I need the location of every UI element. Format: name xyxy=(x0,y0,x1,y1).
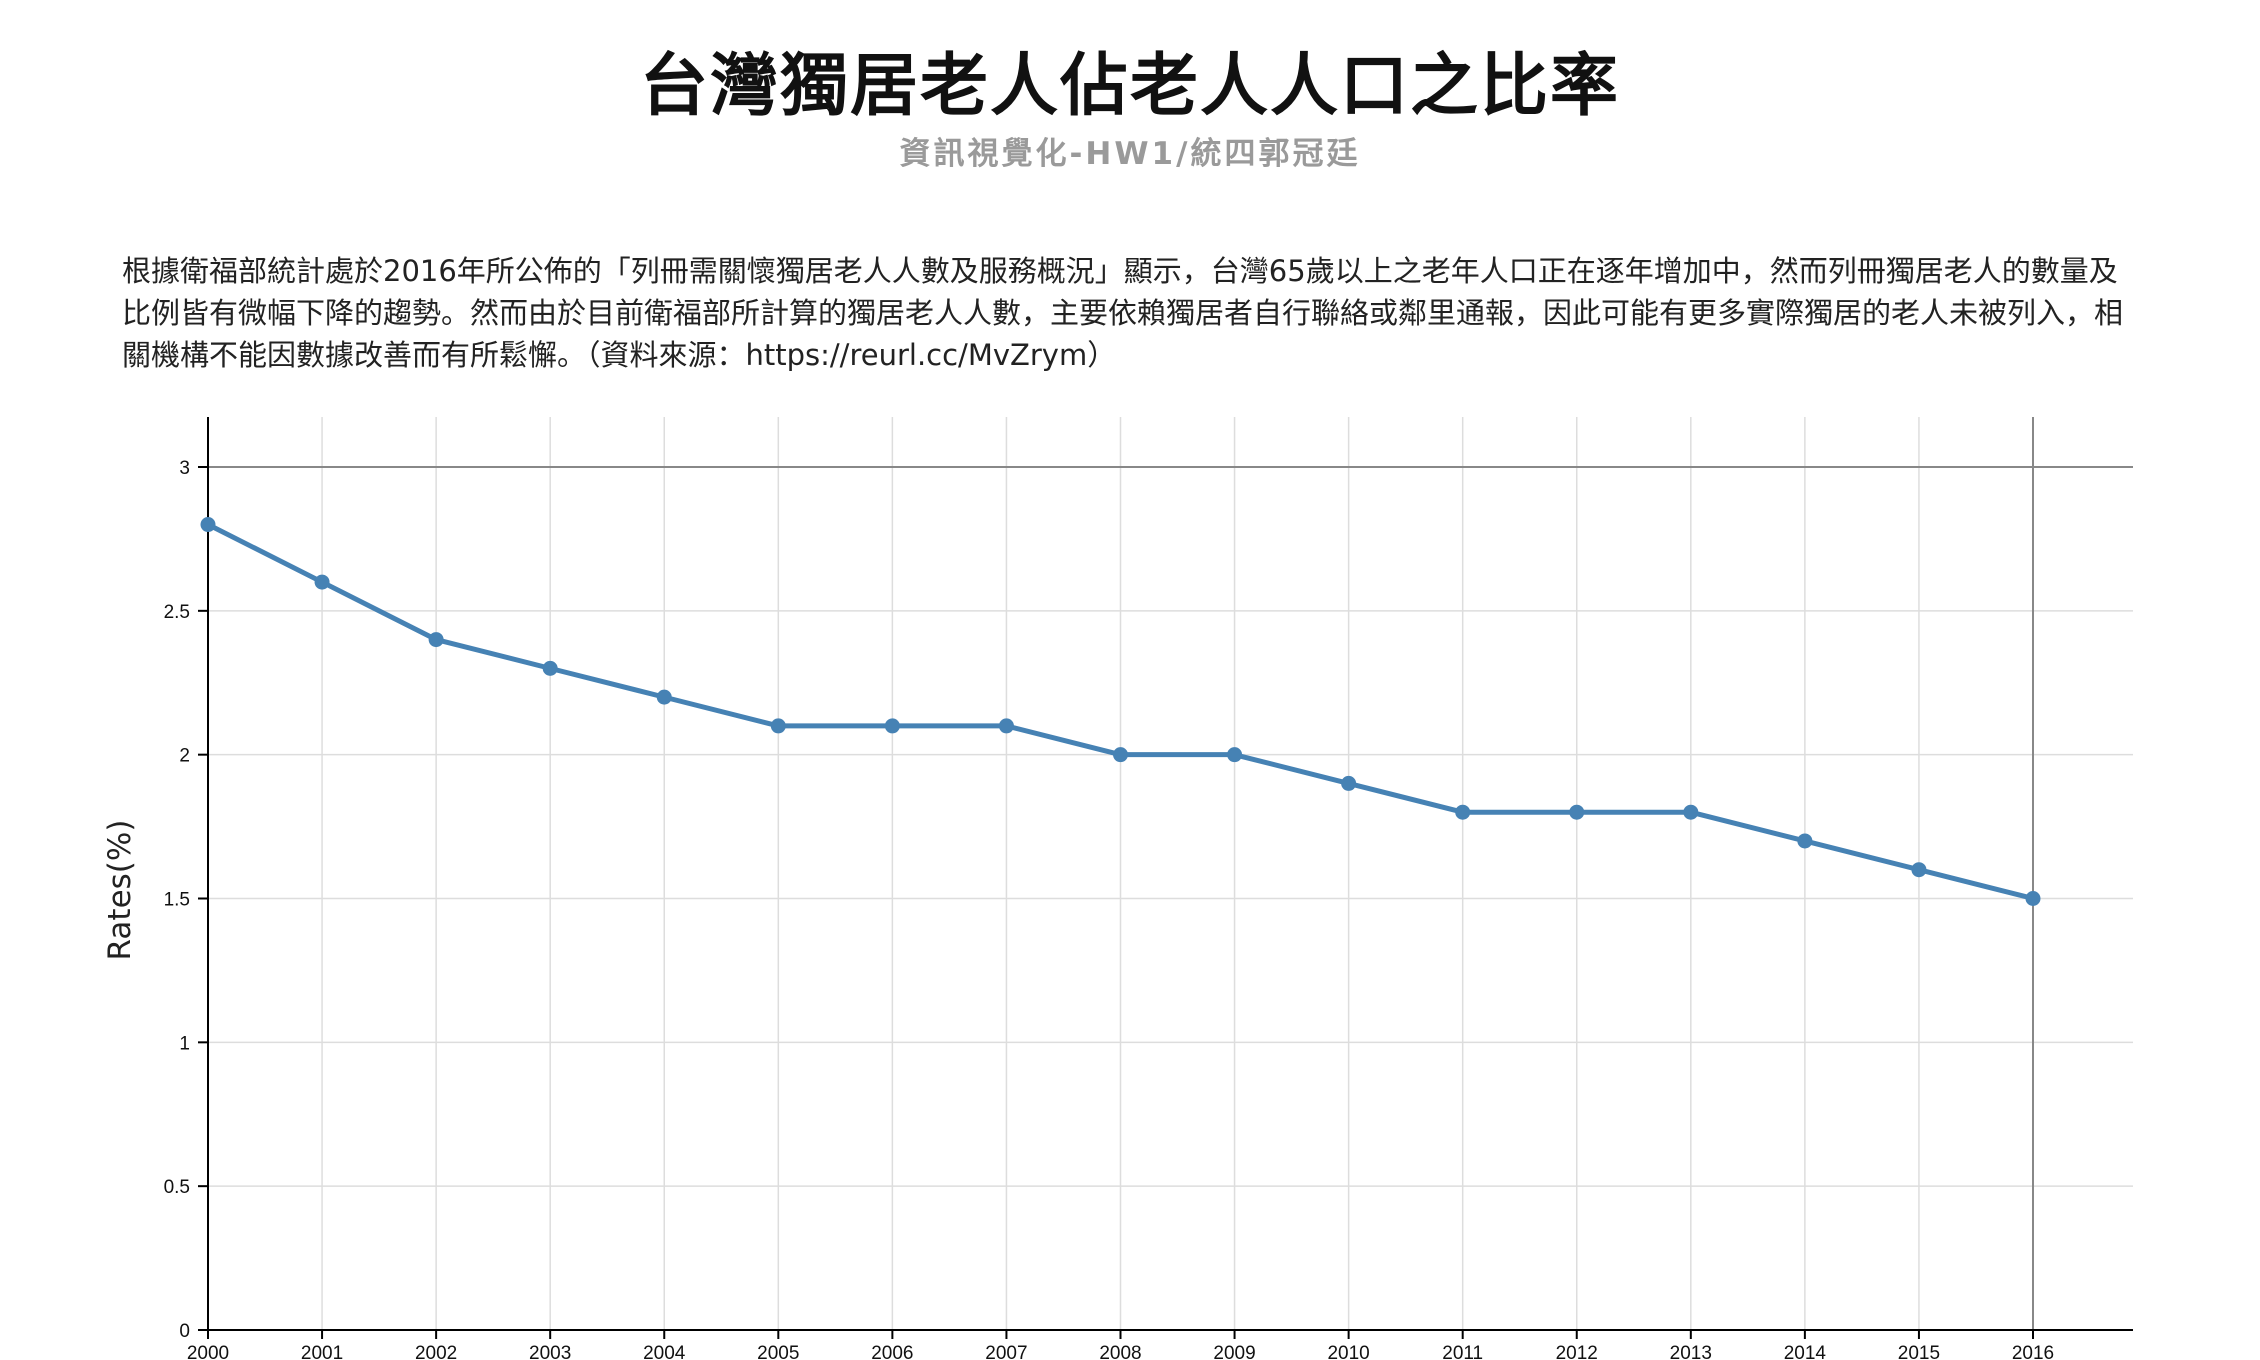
data-point xyxy=(314,574,330,590)
x-tick-label: 2003 xyxy=(529,1343,571,1360)
data-point xyxy=(200,517,216,533)
y-tick-label: 1.5 xyxy=(164,890,190,911)
chart-title: 台灣獨居老人佔老人人口之比率 xyxy=(639,47,1620,126)
data-point xyxy=(1797,833,1813,849)
data-point xyxy=(542,660,558,676)
data-point xyxy=(1341,775,1357,791)
x-tick-label: 2013 xyxy=(1670,1343,1712,1360)
data-point xyxy=(1911,862,1927,878)
x-tick-label: 2010 xyxy=(1327,1343,1369,1360)
data-point xyxy=(1455,804,1471,820)
data-point xyxy=(1113,747,1128,763)
x-tick-label: 2001 xyxy=(301,1343,343,1360)
y-tick-label: 2.5 xyxy=(164,602,190,623)
x-tick-label: 2000 xyxy=(187,1343,229,1360)
x-tick-label: 2005 xyxy=(757,1343,799,1360)
y-tick-label: 3 xyxy=(179,458,190,479)
x-tick-label: 2016 xyxy=(2012,1343,2054,1360)
data-point xyxy=(1227,747,1243,763)
axes: 0 0.5 1 1.5 2 2.5 3 2000 2001 2002 2003 2004 2005 200… xyxy=(164,417,2133,1360)
data-point xyxy=(1569,804,1585,820)
y-tick-label: 2 xyxy=(179,746,190,767)
chart-subtitle: 資訊視覺化-HW1/統四郭冠廷 xyxy=(899,136,1361,172)
y-tick-label: 0 xyxy=(179,1321,190,1342)
data-point xyxy=(656,689,672,705)
x-tick-label: 2011 xyxy=(1442,1343,1483,1360)
data-point xyxy=(998,718,1014,734)
data-point xyxy=(770,718,786,734)
data-point xyxy=(2025,891,2041,906)
description-paragraph: 根據衛福部統計處於2016年所公佈的「列冊需關懷獨居老人人數及服務概況」顯示，台… xyxy=(122,254,2124,372)
x-tick-label: 2004 xyxy=(643,1343,686,1360)
x-tick-label: 2002 xyxy=(415,1343,457,1360)
y-tick-label: 1 xyxy=(179,1033,190,1054)
data-point xyxy=(428,632,444,648)
x-tick-label: 2009 xyxy=(1213,1343,1255,1360)
gridlines xyxy=(207,417,2133,1331)
y-axis-label: Rates(%) xyxy=(102,820,138,961)
x-tick-label: 2014 xyxy=(1784,1343,1827,1360)
x-tick-label: 2008 xyxy=(1099,1343,1141,1360)
x-tick-label: 2007 xyxy=(985,1343,1027,1360)
data-point xyxy=(884,718,900,734)
x-tick-label: 2012 xyxy=(1556,1343,1598,1360)
series-layer xyxy=(200,517,2041,906)
y-tick-label: 0.5 xyxy=(164,1177,190,1198)
x-tick-label: 2015 xyxy=(1898,1343,1940,1360)
data-point xyxy=(1683,804,1699,820)
x-tick-label: 2006 xyxy=(871,1343,913,1360)
